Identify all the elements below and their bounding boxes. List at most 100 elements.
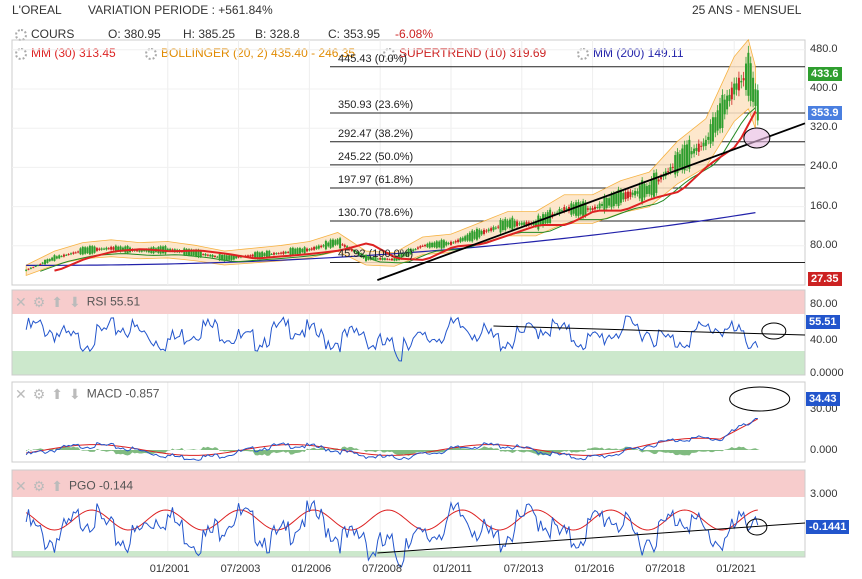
candle-body [442,240,445,248]
candle-body [678,154,681,168]
candle-body [25,269,28,271]
candle-body [308,249,311,251]
candle-body [667,171,670,173]
candle-body [428,242,431,248]
candle-body [254,252,257,259]
candle-body [225,255,228,261]
candle-body [629,191,632,197]
price-tick-label: 240.0 [810,160,838,173]
candle-body [525,222,528,226]
candle-body [209,254,212,257]
settings-icon[interactable] [145,47,157,60]
candle-body [140,249,143,252]
candle-body [353,250,356,253]
candle-body [563,207,566,212]
pgo-signal-line [25,509,758,531]
arrow-down-icon[interactable]: ⬇ [69,294,81,310]
x-tick-label: 07/2013 [503,563,544,575]
gear-icon[interactable]: ⚙ [32,478,46,494]
candle-body [237,256,240,258]
candle-body [409,248,412,255]
candle-body [346,246,349,249]
fib-label: 245.22 (50.0%) [338,150,414,163]
arrow-down-icon[interactable]: ⬇ [69,386,81,402]
candle-body [683,144,686,171]
candle-body [296,248,299,254]
candle-body [55,256,58,259]
macd-tick-30: 30.00 [810,403,838,415]
candle-body [334,240,337,245]
candle-body [617,189,620,207]
arrow-up-icon[interactable]: ⬆ [51,294,64,310]
settings-icon[interactable] [15,47,27,60]
candle-body [62,254,65,257]
close-icon[interactable]: ✕ [15,478,27,494]
settings-icon[interactable] [383,47,395,60]
candle-body [596,206,599,208]
candle-body [230,254,233,260]
candle-body [48,259,51,262]
candle-body [107,248,110,250]
candle-body [490,228,493,231]
candle-body [327,242,330,247]
candle-body [365,254,368,262]
close-icon[interactable]: ✕ [15,386,27,402]
candle-body [93,246,96,253]
candle-body [693,148,696,154]
candle-body [119,246,122,252]
candle-body [287,251,290,253]
candle-body [622,192,625,200]
candle-body [51,257,54,261]
candle-body [414,249,417,251]
candle-body [315,246,318,249]
highlight-circle [743,127,771,149]
candle-body [336,239,339,245]
candle-body [485,230,488,232]
candle-body [589,208,592,210]
arrow-up-icon[interactable]: ⬆ [51,386,64,402]
candle-body [310,248,313,250]
candle-body [624,192,627,200]
candle-body [265,250,268,258]
candle-body [709,124,712,144]
candle-body [645,186,648,195]
candle-body [44,259,47,265]
candle-body [164,246,167,254]
settings-icon[interactable] [577,47,589,60]
candle-body [487,229,490,232]
candle-body [605,197,608,208]
candle-body [95,248,98,251]
candle-body [256,251,259,259]
candle-body [657,179,660,182]
candle-body [383,258,386,260]
gear-icon[interactable]: ⚙ [32,386,46,402]
candle-body [301,248,304,253]
candle-body [39,263,42,265]
candle-body [388,259,391,261]
arrow-up-icon[interactable]: ⬆ [51,478,64,494]
last-price-tag: 353.9 [808,106,842,120]
low-value: B: 328.8 [255,27,300,41]
candle-body [110,246,113,250]
candle-body [480,231,483,235]
candle-body [421,245,424,247]
close-icon[interactable]: ✕ [15,294,27,310]
candle-body [719,103,722,129]
candle-body [695,147,698,151]
candle-body [711,117,714,142]
candle-body [272,252,275,255]
candle-body [638,185,641,199]
rsi-overbought-zone [12,290,805,314]
candle-body [726,95,729,110]
gear-icon[interactable]: ⚙ [32,294,46,310]
candle-body [426,243,429,247]
candle-body [79,248,82,255]
candle-body [195,249,198,257]
price-tick-label: 400.0 [810,82,838,94]
candle-body [643,183,646,198]
candle-body [416,247,419,249]
candle-body [317,245,320,249]
candle-body [747,52,750,96]
candle-body [369,256,372,260]
